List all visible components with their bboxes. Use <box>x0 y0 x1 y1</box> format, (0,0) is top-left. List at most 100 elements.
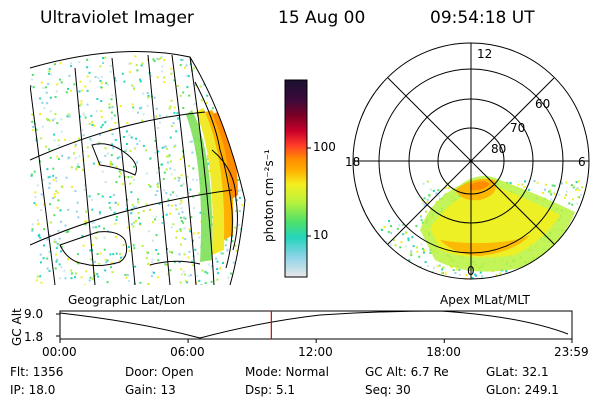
emission-pixel <box>91 221 94 224</box>
emission-pixel <box>407 237 410 240</box>
emission-pixel <box>39 97 42 100</box>
emission-pixel <box>187 75 190 78</box>
emission-pixel <box>458 274 461 276</box>
emission-pixel <box>54 96 57 98</box>
emission-pixel <box>131 207 134 210</box>
emission-pixel <box>589 186 591 188</box>
emission-pixel <box>169 193 172 196</box>
emission-pixel <box>114 235 117 238</box>
emission-pixel <box>235 101 238 104</box>
emission-pixel <box>220 93 222 96</box>
emission-pixel <box>132 244 135 247</box>
emission-pixel <box>94 76 97 78</box>
emission-pixel <box>228 125 231 128</box>
emission-pixel <box>74 190 77 193</box>
emission-pixel <box>85 210 88 213</box>
emission-pixel <box>111 271 114 274</box>
emission-pixel <box>184 280 187 283</box>
emission-pixel <box>553 191 556 194</box>
emission-pixel <box>105 82 108 85</box>
emission-pixel <box>575 228 578 231</box>
emission-pixel <box>156 190 159 192</box>
emission-pixel <box>33 170 36 173</box>
emission-pixel <box>166 147 169 150</box>
emission-pixel <box>107 152 109 155</box>
emission-pixel <box>111 133 114 136</box>
emission-pixel <box>515 274 518 277</box>
sequence-value: Seq: 30 <box>365 383 411 397</box>
mlt-label-12: 12 <box>477 47 493 61</box>
intensity-colorbar <box>284 79 311 278</box>
emission-pixel <box>180 220 183 222</box>
emission-pixel <box>182 237 184 240</box>
emission-pixel <box>67 230 70 233</box>
emission-pixel <box>109 160 112 163</box>
emission-pixel <box>88 195 91 198</box>
emission-pixel <box>192 167 195 170</box>
emission-pixel <box>131 103 134 106</box>
emission-pixel <box>126 274 129 277</box>
emission-pixel <box>184 238 187 240</box>
time-tick-label: 12:00 <box>298 345 333 359</box>
emission-pixel <box>426 198 429 201</box>
emission-pixel <box>175 230 178 233</box>
emission-pixel <box>110 261 113 264</box>
emission-pixel <box>197 64 200 67</box>
emission-pixel <box>172 191 175 194</box>
emission-pixel <box>571 203 574 206</box>
emission-pixel <box>59 78 62 81</box>
emission-pixel <box>205 101 208 104</box>
emission-pixel <box>46 118 49 121</box>
emission-pixel <box>421 247 424 250</box>
emission-pixel <box>104 56 107 59</box>
emission-pixel <box>48 186 51 189</box>
emission-pixel <box>106 259 109 262</box>
emission-pixel <box>233 63 236 66</box>
emission-pixel <box>93 260 96 263</box>
emission-pixel <box>535 261 538 264</box>
emission-pixel <box>565 260 567 263</box>
emission-pixel <box>189 188 192 191</box>
emission-pixel <box>161 65 164 68</box>
emission-pixel <box>85 220 88 223</box>
emission-pixel <box>169 136 172 139</box>
emission-pixel <box>215 257 218 260</box>
emission-pixel <box>429 251 432 254</box>
emission-pixel <box>156 183 159 186</box>
emission-pixel <box>561 260 564 263</box>
emission-pixel <box>78 137 80 140</box>
emission-pixel <box>217 61 220 64</box>
emission-pixel <box>52 179 55 182</box>
emission-pixel <box>30 85 33 88</box>
emission-pixel <box>428 194 431 197</box>
mlat-label-60: 60 <box>535 97 551 111</box>
emission-pixel <box>391 273 394 276</box>
emission-pixel <box>563 273 566 276</box>
emission-pixel <box>158 114 161 117</box>
emission-pixel <box>166 155 169 158</box>
emission-pixel <box>220 252 223 255</box>
emission-pixel <box>544 183 547 186</box>
emission-pixel <box>147 94 150 97</box>
emission-pixel <box>78 104 81 107</box>
emission-pixel <box>53 238 56 241</box>
emission-pixel <box>70 272 73 275</box>
emission-pixel <box>132 225 135 228</box>
emission-pixel <box>53 63 56 66</box>
emission-pixel <box>60 81 63 84</box>
emission-pixel <box>553 184 556 187</box>
emission-pixel <box>82 150 85 153</box>
emission-pixel <box>45 145 48 148</box>
emission-pixel <box>134 205 137 208</box>
emission-pixel <box>177 176 180 179</box>
emission-pixel <box>399 260 402 263</box>
emission-pixel <box>45 86 48 89</box>
emission-pixel <box>481 275 484 278</box>
emission-pixel <box>556 252 559 255</box>
emission-pixel <box>88 279 91 282</box>
emission-pixel <box>96 98 99 100</box>
emission-pixel <box>78 90 81 93</box>
emission-pixel <box>583 209 586 212</box>
emission-pixel <box>108 103 111 106</box>
emission-pixel <box>126 226 129 229</box>
